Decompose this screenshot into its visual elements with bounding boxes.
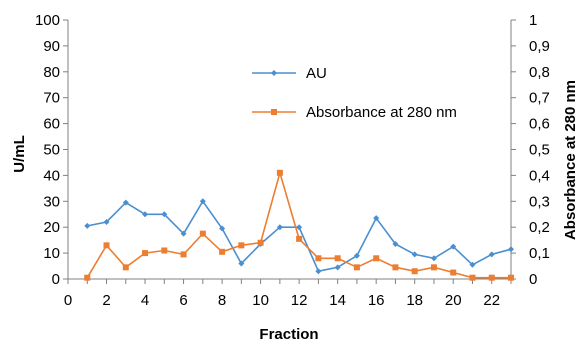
data-point-absorbance <box>508 275 514 281</box>
legend-marker-au <box>271 70 277 76</box>
x-tick-label: 12 <box>291 292 308 309</box>
x-tick-label: 16 <box>368 292 385 309</box>
data-point-absorbance <box>277 170 283 176</box>
y-tick-label: 80 <box>43 64 60 81</box>
data-point-absorbance <box>489 275 495 281</box>
legend-label-absorbance: Absorbance at 280 nm <box>306 104 457 121</box>
y2-tick-label: 0,8 <box>529 64 550 81</box>
y-tick-label: 50 <box>43 142 60 159</box>
y2-axis-title: Absorbance at 280 nm <box>562 80 579 240</box>
data-point-absorbance <box>142 250 148 256</box>
y-tick-label: 60 <box>43 116 60 133</box>
data-point-absorbance <box>161 248 167 254</box>
legend-marker-absorbance <box>271 109 277 115</box>
data-point-au <box>315 268 321 274</box>
data-point-absorbance <box>296 236 302 242</box>
legend-entry-absorbance: Absorbance at 280 nm <box>252 104 457 121</box>
data-point-absorbance <box>412 268 418 274</box>
data-point-au <box>412 251 418 257</box>
y-tick-label: 30 <box>43 193 60 210</box>
y-tick-label: 10 <box>43 245 60 262</box>
data-point-absorbance <box>315 255 321 261</box>
y2-tick-label: 0,7 <box>529 90 550 107</box>
data-point-absorbance <box>392 264 398 270</box>
x-tick-label: 4 <box>141 292 149 309</box>
data-point-absorbance <box>469 275 475 281</box>
data-point-absorbance <box>373 255 379 261</box>
data-point-au <box>84 223 90 229</box>
y2-tick-label: 0,4 <box>529 167 550 184</box>
y-tick-label: 70 <box>43 90 60 107</box>
y2-tick-label: 0,1 <box>529 245 550 262</box>
y2-tick-label: 1 <box>529 12 537 29</box>
data-point-absorbance <box>450 270 456 276</box>
y-tick-label: 100 <box>35 12 60 29</box>
x-tick-label: 8 <box>218 292 226 309</box>
y2-tick-label: 0,6 <box>529 116 550 133</box>
y-tick-label: 20 <box>43 219 60 236</box>
data-point-absorbance <box>354 264 360 270</box>
y2-tick-label: 0,5 <box>529 142 550 159</box>
y2-tick-label: 0,9 <box>529 38 550 55</box>
y-tick-label: 40 <box>43 167 60 184</box>
data-point-au <box>508 246 514 252</box>
data-point-absorbance <box>181 251 187 257</box>
data-point-absorbance <box>238 242 244 248</box>
data-point-absorbance <box>84 275 90 281</box>
x-tick-label: 22 <box>483 292 500 309</box>
x-tick-label: 20 <box>445 292 462 309</box>
data-point-absorbance <box>258 240 264 246</box>
data-point-absorbance <box>431 264 437 270</box>
x-tick-label: 18 <box>406 292 423 309</box>
x-tick-label: 0 <box>64 292 72 309</box>
y-axis-title: U/mL <box>11 135 28 173</box>
data-point-au <box>489 251 495 257</box>
x-tick-label: 6 <box>179 292 187 309</box>
legend: AU Absorbance at 280 nm <box>252 65 457 121</box>
x-axis-title: Fraction <box>259 326 318 343</box>
data-point-absorbance <box>219 249 225 255</box>
x-tick-label: 14 <box>329 292 346 309</box>
x-tick-label: 2 <box>102 292 110 309</box>
legend-label-au: AU <box>306 65 327 82</box>
y-tick-label: 90 <box>43 38 60 55</box>
data-point-absorbance <box>123 264 129 270</box>
y2-tick-label: 0,3 <box>529 193 550 210</box>
y2-tick-label: 0,2 <box>529 219 550 236</box>
data-point-absorbance <box>200 231 206 237</box>
y2-tick-label: 0 <box>529 271 537 288</box>
legend-entry-au: AU <box>252 65 327 82</box>
x-tick-label: 10 <box>252 292 269 309</box>
series-layer <box>84 170 514 281</box>
data-point-absorbance <box>104 242 110 248</box>
data-point-absorbance <box>335 255 341 261</box>
axes <box>63 20 516 284</box>
y-tick-label: 0 <box>52 271 60 288</box>
